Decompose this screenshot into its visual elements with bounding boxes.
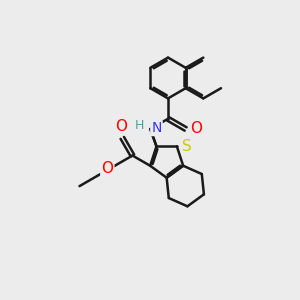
Text: N: N — [151, 121, 162, 135]
Text: O: O — [190, 122, 202, 136]
Text: H: H — [134, 119, 144, 133]
Text: S: S — [182, 139, 192, 154]
Text: O: O — [101, 160, 113, 175]
Text: O: O — [115, 119, 127, 134]
